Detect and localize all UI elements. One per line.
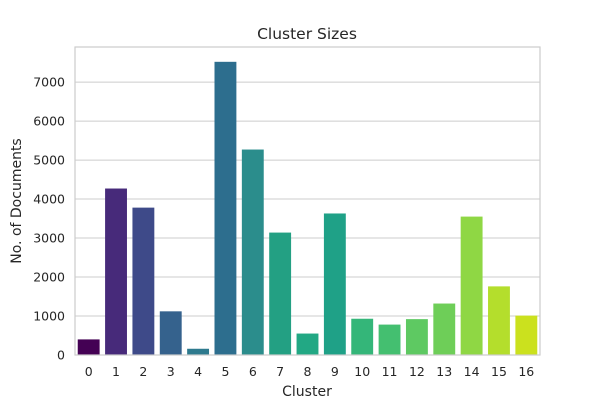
bar-cluster-10 [351,318,374,355]
y-tick-label: 3000 [33,231,65,246]
x-tick-label: 15 [491,364,507,379]
x-tick-label: 16 [518,364,534,379]
x-tick-label: 0 [85,364,93,379]
x-tick-label: 10 [354,364,370,379]
bar-cluster-8 [296,333,319,355]
x-tick-label: 3 [167,364,175,379]
y-tick-label: 1000 [33,309,65,324]
y-tick-label: 0 [57,348,65,363]
y-tick-label: 2000 [33,270,65,285]
bar-cluster-9 [323,213,346,355]
y-tick-labels: 0 1000 2000 3000 4000 5000 6000 7000 [33,75,65,363]
bar-cluster-5 [214,61,237,356]
bar-cluster-7 [269,232,292,355]
bars [77,61,538,356]
bar-cluster-13 [433,303,456,355]
x-tick-label: 11 [382,364,398,379]
bar-cluster-0 [77,339,100,355]
x-tick-label: 4 [194,364,202,379]
chart-title: Cluster Sizes [257,25,357,43]
bar-cluster-12 [405,319,428,355]
bar-cluster-11 [378,324,401,355]
x-tick-label: 1 [112,364,120,379]
bar-cluster-6 [241,149,264,355]
x-tick-label: 2 [139,364,147,379]
bar-cluster-1 [105,188,127,355]
bar-cluster-3 [159,311,182,355]
y-tick-label: 7000 [33,75,65,90]
x-tick-label: 13 [436,364,452,379]
bar-cluster-2 [132,207,155,355]
plot-frame [74,46,541,356]
bar-cluster-4 [187,348,210,355]
x-tick-label: 7 [276,364,284,379]
bar-cluster-15 [488,286,510,355]
x-tick-label: 9 [331,364,339,379]
y-axis-label: No. of Documents [9,138,25,263]
x-tick-labels: 0 1 2 3 4 5 6 7 8 9 10 11 12 13 14 15 16 [85,364,535,379]
bar-cluster-16 [515,315,538,355]
x-axis-label: Cluster [282,384,332,400]
x-tick-label: 6 [249,364,257,379]
x-tick-label: 14 [464,364,480,379]
x-tick-label: 5 [221,364,229,379]
y-tick-label: 5000 [33,153,65,168]
x-tick-label: 12 [409,364,425,379]
y-tick-label: 6000 [33,114,65,129]
y-tick-label: 4000 [33,192,65,207]
bar-cluster-14 [460,216,483,355]
x-tick-label: 8 [304,364,312,379]
